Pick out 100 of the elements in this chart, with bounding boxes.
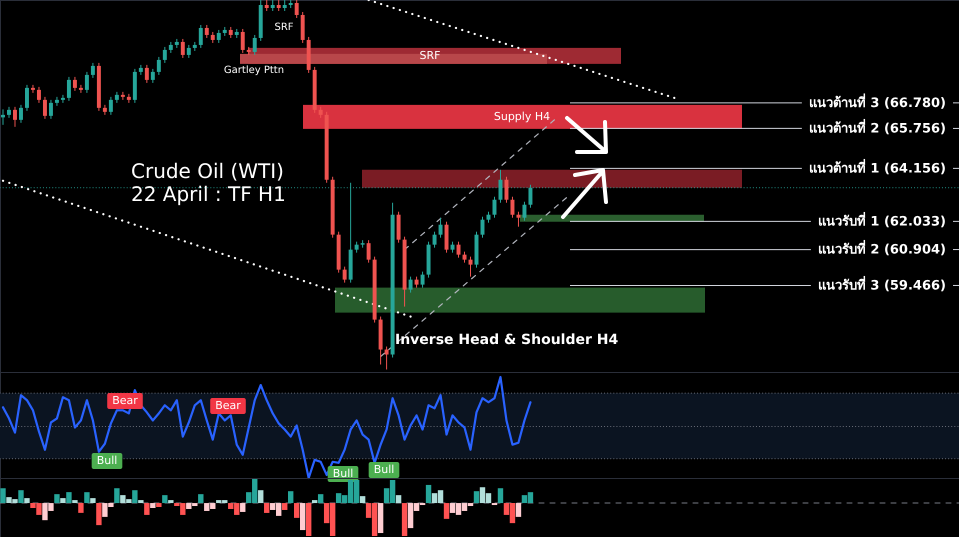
candlestick bbox=[162, 46, 167, 64]
candlestick bbox=[210, 31, 215, 44]
bar bbox=[396, 495, 402, 504]
bar bbox=[132, 490, 138, 504]
candlestick bbox=[198, 24, 203, 48]
text: Crude Oil (WTI) bbox=[131, 159, 284, 183]
candlestick bbox=[510, 196, 514, 218]
annotation: Bear bbox=[215, 399, 242, 412]
ref-line-label: แนวต้านที่ 2 (65.756) bbox=[808, 118, 946, 136]
bar bbox=[264, 503, 270, 513]
bar bbox=[78, 503, 84, 513]
candlestick bbox=[42, 96, 47, 120]
bar bbox=[138, 500, 144, 504]
bar bbox=[150, 503, 156, 508]
candlestick bbox=[414, 276, 419, 288]
ref-line-label: แนวต้านที่ 1 (64.156) bbox=[808, 158, 946, 176]
annotation: SRF bbox=[274, 22, 294, 33]
annotation: Bull bbox=[374, 463, 394, 476]
annotation: Bull bbox=[332, 467, 354, 480]
bar bbox=[402, 503, 408, 536]
bar bbox=[90, 498, 96, 504]
candlestick bbox=[24, 84, 29, 112]
candlestick bbox=[468, 256, 472, 278]
candlestick bbox=[13, 106, 17, 128]
bar bbox=[306, 503, 312, 536]
candlestick bbox=[366, 240, 371, 264]
bar bbox=[156, 503, 162, 508]
bar bbox=[18, 490, 24, 504]
bar bbox=[474, 491, 480, 504]
bar bbox=[426, 484, 432, 504]
candlestick bbox=[270, 0, 275, 12]
candlestick bbox=[516, 211, 520, 228]
candlestick bbox=[204, 24, 209, 38]
candlestick bbox=[186, 44, 191, 58]
annotation: Bear bbox=[112, 394, 138, 407]
bar bbox=[300, 503, 306, 530]
candlestick bbox=[504, 176, 508, 204]
bar bbox=[144, 503, 150, 515]
bar bbox=[312, 500, 318, 504]
bar bbox=[162, 495, 168, 504]
band-label: SRF bbox=[420, 48, 440, 62]
bar bbox=[360, 496, 366, 504]
bar bbox=[96, 503, 102, 526]
candlestick bbox=[168, 41, 173, 54]
candlestick bbox=[276, 0, 281, 12]
candlestick bbox=[36, 86, 41, 104]
bar bbox=[54, 494, 60, 504]
bar bbox=[72, 500, 78, 504]
candlestick bbox=[486, 211, 490, 224]
candlestick bbox=[19, 104, 23, 124]
bar bbox=[114, 488, 120, 504]
candlestick bbox=[432, 231, 437, 248]
candlestick bbox=[342, 266, 347, 284]
candlestick bbox=[318, 106, 323, 118]
candlestick bbox=[522, 201, 526, 222]
candlestick bbox=[264, 0, 269, 12]
candlestick bbox=[450, 241, 455, 254]
bar bbox=[318, 494, 324, 504]
bar bbox=[240, 503, 246, 512]
candlestick bbox=[144, 64, 149, 84]
bar bbox=[24, 498, 30, 504]
bar bbox=[198, 494, 204, 504]
bar bbox=[84, 492, 90, 504]
candlestick bbox=[420, 271, 425, 288]
bar bbox=[66, 492, 72, 504]
candlestick bbox=[150, 68, 155, 84]
candlestick bbox=[282, 0, 287, 12]
candlestick bbox=[180, 38, 185, 58]
candlestick bbox=[384, 346, 389, 370]
annotation: Inverse Head & Shoulder H4 bbox=[395, 332, 618, 348]
candlestick bbox=[84, 71, 89, 94]
bar bbox=[168, 500, 174, 504]
candlestick bbox=[7, 106, 11, 118]
bar bbox=[0, 488, 6, 504]
annotation: Bull bbox=[96, 454, 118, 467]
candlestick bbox=[294, 0, 299, 18]
band-label: Gartley Pttn bbox=[224, 65, 284, 76]
candlestick bbox=[90, 62, 95, 78]
bar bbox=[516, 503, 522, 517]
bar bbox=[282, 503, 288, 510]
candlestick bbox=[1, 108, 5, 126]
ref-line-label: แนวรับที่ 3 (59.466) bbox=[818, 275, 946, 294]
candlestick bbox=[480, 216, 484, 238]
band-label: Supply H4 bbox=[494, 110, 550, 123]
bar bbox=[258, 490, 264, 504]
bar bbox=[378, 503, 384, 534]
ref-line-label: แนวรับที่ 1 (62.033) bbox=[818, 211, 946, 230]
candlestick bbox=[456, 241, 460, 258]
candlestick bbox=[408, 276, 413, 294]
candlestick bbox=[102, 104, 107, 116]
candlestick bbox=[66, 76, 71, 102]
candlestick bbox=[114, 91, 119, 104]
candlestick bbox=[138, 64, 143, 76]
bar bbox=[498, 488, 504, 504]
candlestick bbox=[492, 196, 496, 218]
candlestick bbox=[354, 241, 359, 254]
candlestick bbox=[48, 99, 53, 120]
candlestick bbox=[108, 96, 113, 116]
ref-line-label: แนวรับที่ 2 (60.904) bbox=[818, 240, 946, 258]
candlestick bbox=[438, 217, 443, 238]
